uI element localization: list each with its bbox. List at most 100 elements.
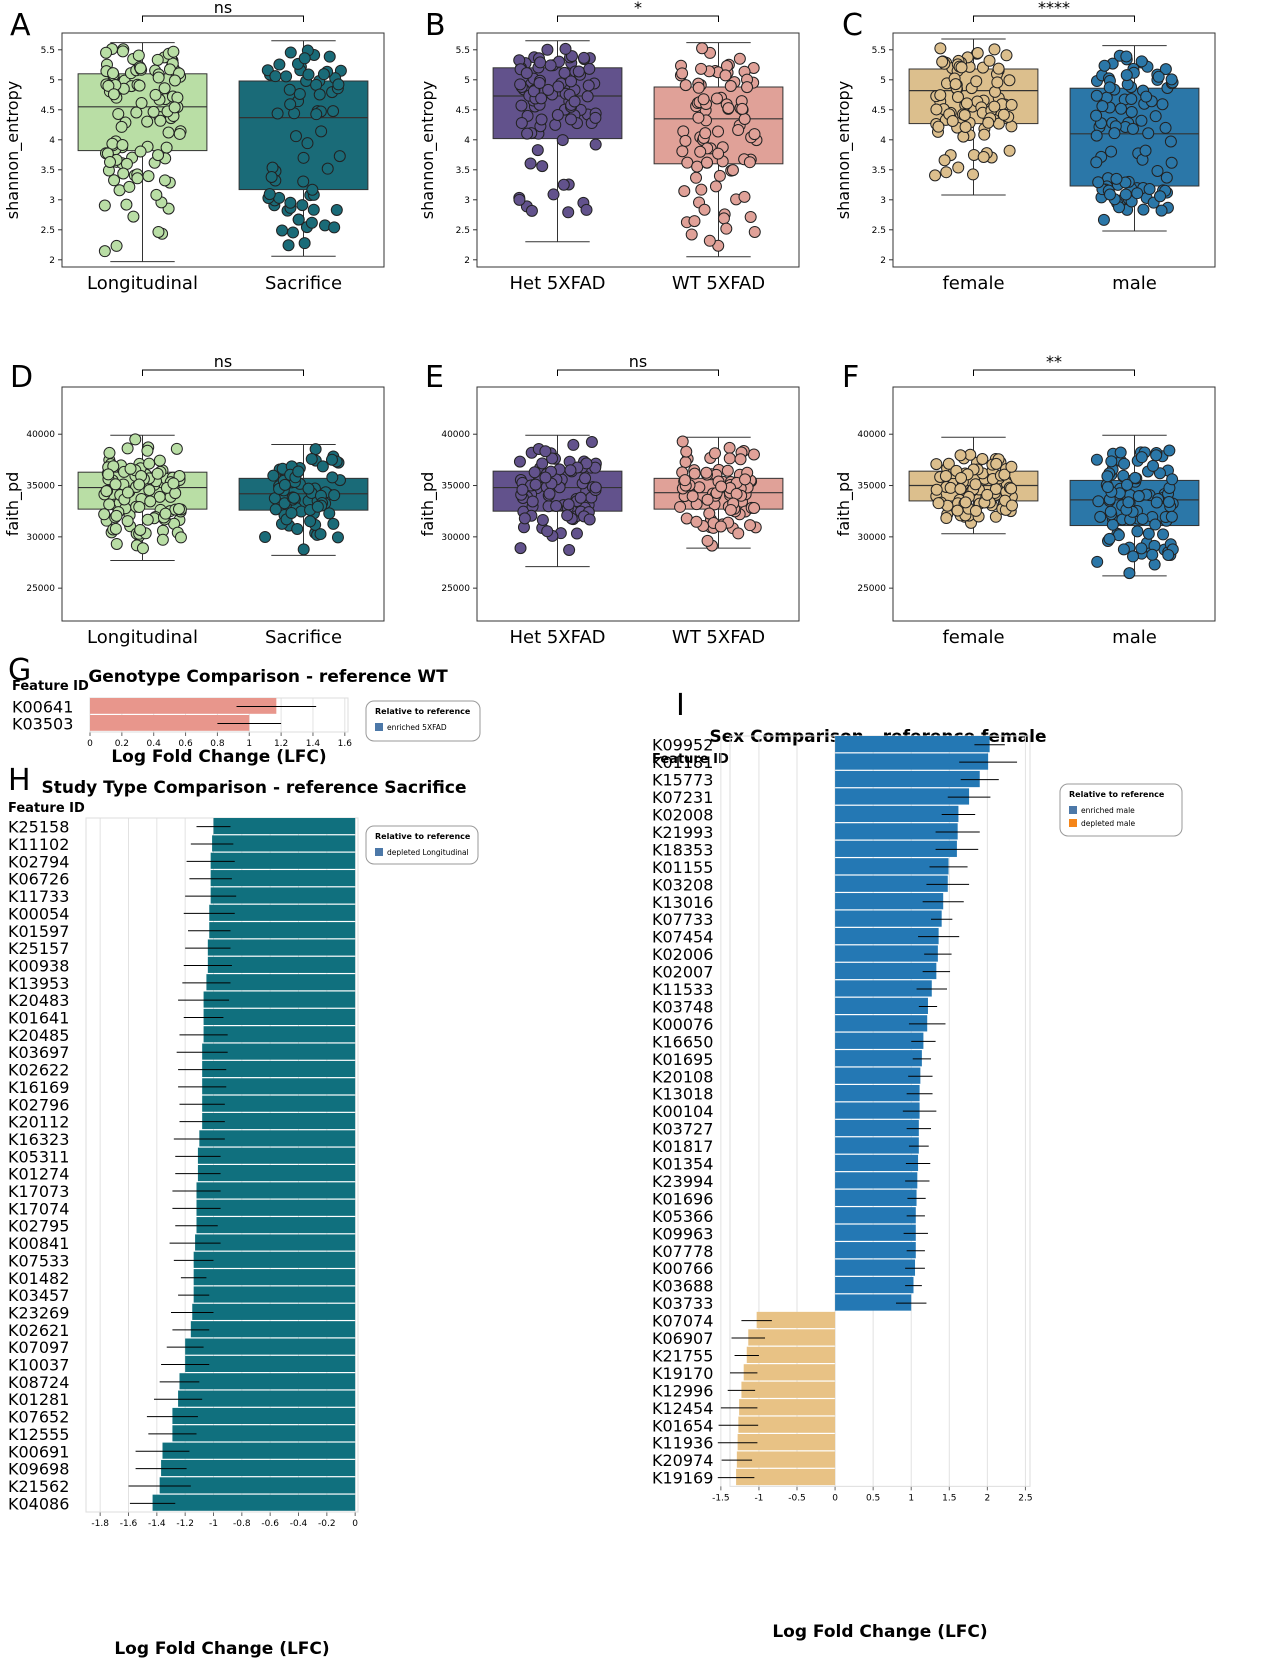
data-point [542,83,555,96]
data-point [1101,470,1114,483]
data-point [278,497,291,510]
legend-item-label: depleted Longitudinal [387,848,469,857]
data-point [739,473,752,486]
feature-label: K16650 [652,1032,713,1051]
y-tick-label: 4.5 [41,106,55,116]
x-category-label: Sacrifice [265,627,342,648]
data-point [1005,499,1018,512]
bar [213,818,356,835]
data-point [284,98,297,111]
y-tick-label: 5.5 [456,46,470,56]
bar [835,1119,919,1137]
data-point [330,203,343,216]
feature-label: K05366 [652,1207,713,1226]
feature-label: K25157 [8,939,69,958]
x-category-label: WT 5XFAD [672,627,765,648]
data-point [1157,528,1170,541]
y-tick-label: 2.5 [456,226,470,236]
feature-label: K11733 [8,887,69,906]
y-tick-label: 3.5 [872,166,886,176]
plot-frame [61,386,385,622]
bar [738,1416,836,1433]
data-point [149,88,162,101]
y-axis-label: faith_pd [3,472,23,537]
legend-title: Relative to reference [375,832,471,841]
y-tick-label: 3.5 [41,166,55,176]
data-point [117,167,130,180]
bar [835,1085,920,1102]
feature-label: K03208 [652,875,713,894]
data-point [713,169,726,182]
bar [203,1008,356,1025]
bar [161,1459,356,1477]
data-point [712,147,725,160]
data-point [526,495,539,508]
data-point [159,507,172,520]
bar [159,1477,356,1494]
data-point [958,109,971,122]
data-point [169,487,182,500]
data-point [115,120,128,133]
data-point [110,509,123,522]
bar [210,887,356,904]
data-point [967,168,980,181]
data-point [152,71,165,84]
data-point [949,78,962,91]
data-point [1126,122,1139,135]
data-point [314,528,327,541]
feature-label: K17074 [8,1199,69,1218]
bar [835,788,970,805]
data-point [692,111,705,124]
data-point [327,517,340,530]
data-point [564,464,577,477]
data-point [700,156,713,169]
data-point [748,225,761,238]
significance-bracket [557,15,719,22]
data-point [328,221,341,234]
data-point [988,43,1001,56]
legend-title: Relative to reference [375,707,471,716]
data-point [981,488,994,501]
chart-title: Genotype Comparison - reference WT [88,667,448,687]
data-point [103,498,116,511]
legend-box [1059,783,1183,837]
data-point [158,174,171,187]
y-tick-label: 2.5 [872,226,886,236]
feature-label: K01695 [652,1050,713,1069]
feature-label: K07652 [8,1408,69,1427]
data-point [301,137,314,150]
bar [196,1182,356,1199]
significance-label: ns [214,0,232,17]
bar [202,1043,356,1060]
data-point [1148,558,1161,571]
panel-h: H Study Type Comparison - reference Sacri… [8,763,479,1659]
feature-label: K20112 [8,1113,69,1132]
data-point [1149,110,1162,123]
feature-label: K07097 [8,1338,69,1357]
data-point [1150,449,1163,462]
data-point [1103,532,1116,545]
data-point [686,490,699,503]
data-point [316,460,329,473]
data-point [515,99,528,112]
panel-e: E 25000 30000 35000 40000 faith_pd ns Het 5XFAD… [418,352,800,648]
bar [835,962,937,980]
data-point [551,109,564,122]
feature-label: K02007 [652,963,713,982]
feature-label: K16323 [8,1130,69,1149]
data-point [1154,190,1167,203]
data-point [1166,473,1179,486]
bar [196,1199,356,1216]
y-tick-label: 40000 [26,430,55,440]
y-tick-label: 5 [464,76,470,86]
data-point [944,481,957,494]
y-tick-label: 3 [464,196,470,206]
feature-label: K05311 [8,1147,69,1166]
data-point [129,433,142,446]
data-point [726,164,739,177]
bar [746,1346,836,1363]
data-point [1156,98,1169,111]
x-category-label: female [942,627,1004,648]
data-point [1125,105,1138,118]
